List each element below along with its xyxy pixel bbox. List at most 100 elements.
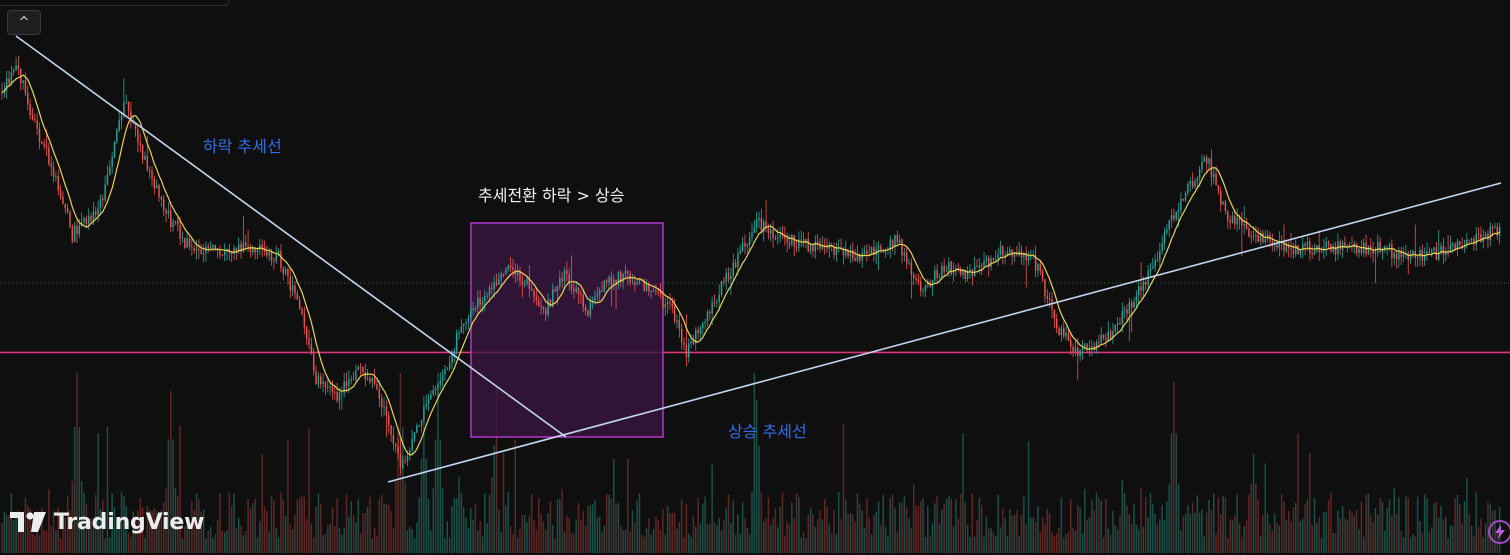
volume-bar (357, 499, 359, 553)
candle-body (673, 306, 676, 322)
candle-body (1480, 234, 1482, 242)
lightning-button[interactable] (1488, 520, 1510, 544)
candle-body (1370, 245, 1372, 250)
volume-bar (1236, 494, 1238, 553)
candle-body (331, 385, 334, 392)
volume-bar (219, 493, 221, 553)
candle-body (791, 234, 793, 245)
candle-body (1238, 217, 1241, 221)
volume-bar (840, 519, 842, 553)
volume-bar (1116, 529, 1119, 553)
candle-body (1002, 246, 1004, 256)
volume-bar (1292, 507, 1295, 553)
collapse-button[interactable]: ^ (7, 10, 41, 35)
volume-bar (634, 522, 636, 553)
volume-bar (430, 530, 432, 553)
volume-bar (788, 524, 791, 553)
volume-bar (1426, 498, 1428, 553)
candle-body (910, 262, 913, 275)
volume-bar (662, 508, 664, 553)
candle-body (666, 301, 669, 305)
volume-bar (352, 514, 355, 553)
downtrend-line[interactable] (15, 35, 567, 438)
candle-body (655, 290, 657, 292)
volume-bar (1009, 509, 1011, 553)
candle-body (999, 246, 1002, 255)
volume-bar (479, 521, 481, 553)
volume-bar (1355, 510, 1358, 553)
volume-bar (718, 518, 720, 553)
candle-body (1006, 252, 1009, 256)
candle-body (648, 284, 650, 292)
volume-bar (1306, 499, 1309, 553)
candle-body (448, 363, 451, 369)
volume-bar (573, 534, 575, 553)
volume-bar (842, 423, 845, 553)
candle-body (519, 271, 521, 281)
volume-bar (821, 519, 824, 553)
candle-body (380, 398, 383, 408)
candle-body (420, 420, 423, 426)
volume-bar (448, 537, 451, 553)
candle-body (397, 446, 399, 454)
volume-bar (1379, 498, 1381, 553)
volume-bar (1095, 492, 1098, 553)
candle-body (1355, 243, 1358, 254)
volume-bar (922, 498, 924, 553)
volume-bar (172, 439, 174, 553)
volume-bar (1348, 509, 1351, 553)
volume-bar (837, 491, 840, 553)
volume-bar (491, 477, 493, 553)
volume-bar (1400, 530, 1402, 553)
volume-bar (1442, 519, 1445, 553)
volume-bar (1297, 433, 1299, 553)
candle-body (1456, 241, 1459, 250)
candle-body (1166, 229, 1168, 233)
candle-body (1182, 198, 1184, 201)
reversal-rectangle[interactable] (470, 222, 664, 438)
candle-body (1452, 243, 1454, 245)
volume-bar (1428, 531, 1431, 553)
candle-body (793, 234, 795, 247)
volume-bar (453, 497, 456, 553)
candle-body (322, 381, 324, 385)
candle-body (324, 381, 327, 388)
volume-bar (308, 428, 310, 553)
volume-bar (556, 499, 559, 553)
volume-bar (629, 531, 631, 553)
candle-body (1062, 328, 1065, 337)
uptrend-line[interactable] (387, 182, 1502, 483)
candle-body (242, 242, 245, 252)
candle-body (912, 274, 915, 279)
candle-body (755, 219, 758, 228)
volume-bar (158, 523, 160, 553)
candle-body (812, 244, 814, 252)
volume-bar (1381, 501, 1384, 553)
candle-body (43, 143, 45, 147)
volume-bar (434, 439, 437, 553)
volume-bar (1163, 519, 1166, 553)
volume-bar (1208, 499, 1210, 553)
volume-bar (1287, 510, 1290, 553)
candle-body (1215, 173, 1217, 186)
volume-bar (1222, 496, 1224, 553)
candle-body (179, 224, 181, 239)
volume-bar (397, 427, 399, 553)
candle-body (1419, 250, 1421, 258)
volume-bar (1091, 499, 1093, 553)
volume-bar (1241, 536, 1243, 553)
candle-body (12, 69, 15, 73)
volume-bar (387, 504, 390, 553)
volume-bar (995, 535, 997, 553)
candle-body (816, 241, 819, 243)
volume-bar (999, 527, 1002, 553)
volume-bar (446, 521, 449, 553)
volume-bar (1313, 497, 1316, 553)
volume-bar (427, 499, 430, 553)
volume-bar (1360, 501, 1363, 553)
volume-bar (952, 526, 955, 553)
candle-body (798, 239, 800, 249)
candle-body (193, 247, 195, 251)
volume-bar (1318, 516, 1320, 553)
